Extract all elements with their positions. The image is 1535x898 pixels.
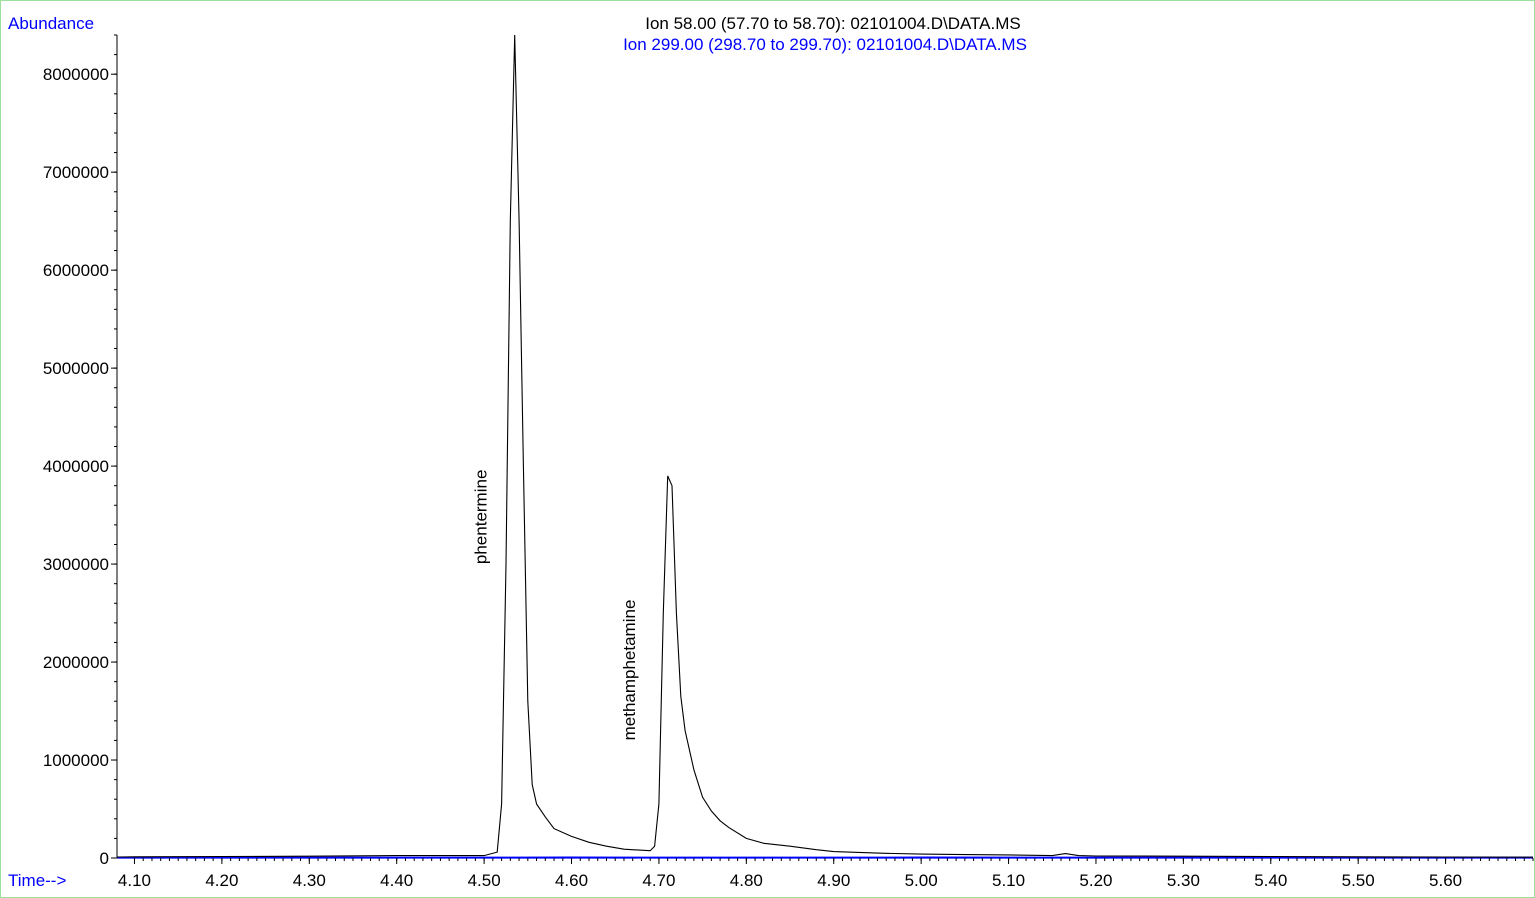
x-tick-label: 4.60 (555, 871, 588, 890)
x-tick-label: 5.30 (1167, 871, 1200, 890)
x-tick-label: 5.60 (1429, 871, 1462, 890)
x-tick-label: 4.40 (380, 871, 413, 890)
legend-ion-299: Ion 299.00 (298.70 to 299.70): 02101004.… (623, 35, 1027, 54)
x-tick-label: 4.20 (205, 871, 238, 890)
y-tick-label: 2000000 (43, 653, 109, 672)
y-tick-label: 6000000 (43, 261, 109, 280)
x-tick-label: 5.50 (1342, 871, 1375, 890)
x-tick-label: 5.00 (905, 871, 938, 890)
y-tick-label: 1000000 (43, 751, 109, 770)
y-tick-label: 3000000 (43, 555, 109, 574)
ion-58-trace (116, 34, 1534, 858)
x-tick-label: 5.10 (992, 871, 1025, 890)
peak-label-methamphetamine: methamphetamine (620, 600, 639, 741)
x-tick-label: 4.80 (730, 871, 763, 890)
legend-ion-58: Ion 58.00 (57.70 to 58.70): 02101004.D\D… (645, 14, 1021, 33)
x-tick-label: 4.50 (468, 871, 501, 890)
peak-label-phentermine: phentermine (472, 470, 491, 565)
x-tick-label: 4.90 (817, 871, 850, 890)
x-tick-label: 4.30 (293, 871, 326, 890)
y-tick-label: 0 (100, 849, 109, 868)
y-tick-label: 8000000 (43, 65, 109, 84)
x-tick-label: 4.10 (118, 871, 151, 890)
x-axis-label: Time--> (8, 871, 66, 890)
x-tick-label: 5.40 (1254, 871, 1287, 890)
x-tick-label: 4.70 (642, 871, 675, 890)
y-axis-label: Abundance (8, 14, 94, 33)
y-tick-label: 5000000 (43, 359, 109, 378)
y-tick-label: 4000000 (43, 457, 109, 476)
y-tick-label: 7000000 (43, 163, 109, 182)
x-tick-label: 5.20 (1079, 871, 1112, 890)
